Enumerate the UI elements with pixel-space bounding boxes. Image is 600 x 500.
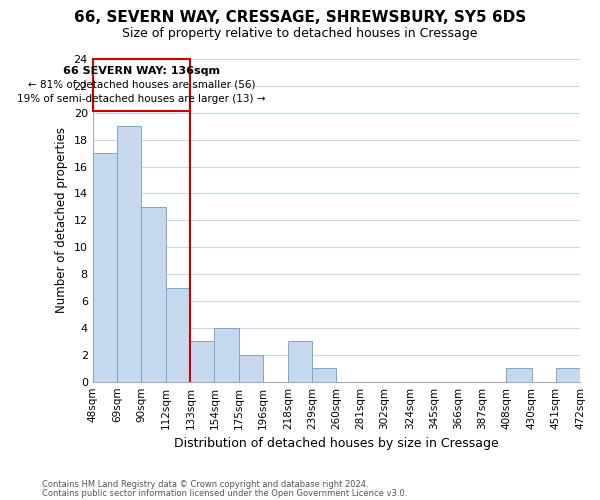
Text: ← 81% of detached houses are smaller (56): ← 81% of detached houses are smaller (56… xyxy=(28,80,255,90)
Bar xyxy=(288,342,312,382)
Bar xyxy=(190,342,214,382)
Text: 66 SEVERN WAY: 136sqm: 66 SEVERN WAY: 136sqm xyxy=(63,66,220,76)
Bar xyxy=(214,328,239,382)
Y-axis label: Number of detached properties: Number of detached properties xyxy=(55,128,68,314)
Bar xyxy=(239,355,263,382)
Bar xyxy=(312,368,337,382)
Bar xyxy=(117,126,141,382)
FancyBboxPatch shape xyxy=(92,59,190,112)
Text: 19% of semi-detached houses are larger (13) →: 19% of semi-detached houses are larger (… xyxy=(17,94,266,104)
Bar xyxy=(92,153,117,382)
Bar xyxy=(141,207,166,382)
Bar xyxy=(166,288,190,382)
Bar xyxy=(506,368,532,382)
Bar xyxy=(556,368,580,382)
X-axis label: Distribution of detached houses by size in Cressage: Distribution of detached houses by size … xyxy=(174,437,499,450)
Text: Contains HM Land Registry data © Crown copyright and database right 2024.: Contains HM Land Registry data © Crown c… xyxy=(42,480,368,489)
Text: 66, SEVERN WAY, CRESSAGE, SHREWSBURY, SY5 6DS: 66, SEVERN WAY, CRESSAGE, SHREWSBURY, SY… xyxy=(74,10,526,25)
Text: Size of property relative to detached houses in Cressage: Size of property relative to detached ho… xyxy=(122,28,478,40)
Text: Contains public sector information licensed under the Open Government Licence v3: Contains public sector information licen… xyxy=(42,488,407,498)
